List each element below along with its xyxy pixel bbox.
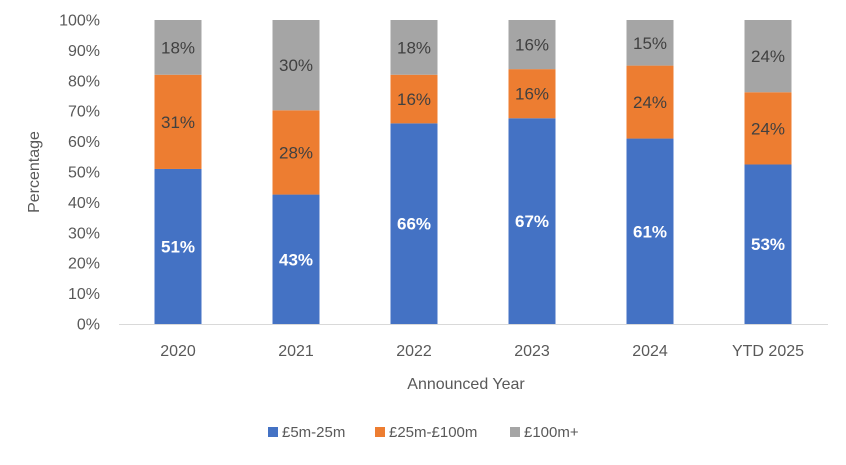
y-tick-label: 20% xyxy=(68,256,100,273)
y-tick-label: 10% xyxy=(68,286,100,303)
y-tick-label: 100% xyxy=(59,13,100,30)
bar-segment xyxy=(154,168,202,324)
x-tick-label: 2022 xyxy=(396,343,432,360)
data-label: 43% xyxy=(279,250,313,269)
x-tick-label: 2023 xyxy=(514,343,550,360)
y-tick-label: 40% xyxy=(68,195,100,212)
data-label: 28% xyxy=(279,143,313,162)
bar-segment xyxy=(508,20,556,70)
x-tick-label: YTD 2025 xyxy=(732,343,804,360)
bar-segment xyxy=(390,74,438,124)
legend-label: £25m-£100m xyxy=(389,424,477,441)
bar-segment xyxy=(626,65,674,139)
data-label: 18% xyxy=(161,38,195,57)
y-tick-label: 90% xyxy=(68,43,100,60)
data-label: 18% xyxy=(397,38,431,57)
legend-label: £5m-25m xyxy=(282,424,345,441)
legend-swatch xyxy=(268,427,278,437)
y-axis-title: Percentage xyxy=(26,131,43,213)
data-label: 67% xyxy=(515,212,549,231)
bar-segment xyxy=(390,123,438,324)
x-tick-label: 2020 xyxy=(160,343,196,360)
y-tick-label: 30% xyxy=(68,225,100,242)
data-label: 24% xyxy=(633,93,667,112)
bar-segment xyxy=(626,20,674,66)
data-label: 31% xyxy=(161,113,195,132)
data-label: 16% xyxy=(515,36,549,55)
bar-segment xyxy=(744,164,792,324)
legend-swatch xyxy=(510,427,520,437)
data-label: 24% xyxy=(751,47,785,66)
y-axis-ticks: 0% 10% 20% 30% 40% 50% 60% 70% 80% 90% 100% xyxy=(59,13,100,334)
y-tick-label: 60% xyxy=(68,134,100,151)
bars: 51% 31% 18% 43% 28% 30% 66% 16% 18% 67% 16% 16% 61% 2… xyxy=(154,20,792,324)
bar-segment xyxy=(154,20,202,75)
x-axis-title: Announced Year xyxy=(407,376,525,393)
data-label: 61% xyxy=(633,222,667,241)
bar-segment xyxy=(390,20,438,75)
data-label: 53% xyxy=(751,235,785,254)
x-axis-ticks: 2020 2021 2022 2023 2024 YTD 2025 xyxy=(160,343,804,360)
bar-segment xyxy=(272,20,320,111)
data-label: 16% xyxy=(515,85,549,104)
bar-segment xyxy=(744,20,792,93)
bar-segment xyxy=(744,92,792,165)
legend-label: £100m+ xyxy=(524,424,579,441)
legend: £5m-25m £25m-£100m £100m+ xyxy=(268,424,579,441)
bar-segment xyxy=(154,74,202,169)
y-tick-label: 50% xyxy=(68,165,100,182)
data-label: 30% xyxy=(279,56,313,75)
x-tick-label: 2024 xyxy=(632,343,668,360)
bar-segment xyxy=(272,194,320,324)
data-label: 16% xyxy=(397,90,431,109)
data-label: 51% xyxy=(161,237,195,256)
x-tick-label: 2021 xyxy=(278,343,314,360)
bar-segment xyxy=(626,138,674,324)
bar-segment xyxy=(508,118,556,324)
data-label: 15% xyxy=(633,34,667,53)
data-label: 24% xyxy=(751,119,785,138)
bar-segment xyxy=(272,110,320,195)
legend-swatch xyxy=(375,427,385,437)
data-label: 66% xyxy=(397,215,431,234)
y-tick-label: 80% xyxy=(68,73,100,90)
bar-segment xyxy=(508,69,556,119)
y-tick-label: 70% xyxy=(68,104,100,121)
y-tick-label: 0% xyxy=(77,317,100,334)
